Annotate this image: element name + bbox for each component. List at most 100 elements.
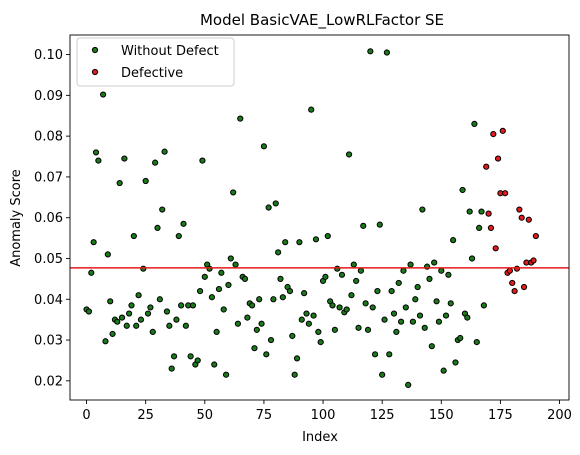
data-point-without-defect [107, 298, 114, 305]
data-point-without-defect [218, 269, 225, 276]
data-point-without-defect [208, 294, 215, 301]
data-point-without-defect [336, 304, 343, 311]
axis-ticks: 0 25 50 75 100 125 150 175 200 0.02 0.03 0.04 0.05 0.… [34, 48, 572, 423]
data-point-without-defect [100, 91, 107, 98]
data-point-without-defect [149, 328, 156, 335]
data-point-without-defect [386, 351, 393, 358]
data-point-without-defect [253, 326, 260, 333]
data-point-without-defect [170, 353, 178, 360]
data-point-without-defect [85, 308, 93, 315]
data-point-defective [520, 283, 528, 291]
data-point-without-defect [227, 255, 234, 262]
data-point-without-defect [362, 300, 369, 307]
x-tick-label: 75 [256, 408, 273, 423]
data-point-without-defect [435, 318, 443, 325]
chart-title: Model BasicVAE_LowRLFactor SE [200, 11, 444, 30]
x-tick-label: 175 [488, 408, 513, 423]
data-point-defective [530, 257, 537, 264]
data-point-without-defect [471, 120, 478, 128]
data-point-without-defect [409, 318, 417, 325]
data-point-without-defect [225, 281, 232, 289]
data-point-without-defect [104, 251, 111, 258]
data-point-without-defect [343, 306, 350, 313]
legend-label-defective: Defective [121, 66, 183, 81]
data-point-without-defect [211, 361, 218, 368]
data-point-without-defect [258, 320, 265, 327]
data-point-without-defect [466, 208, 473, 215]
data-point-without-defect [168, 365, 175, 372]
data-point-without-defect [459, 186, 466, 194]
data-point-defective [499, 127, 506, 134]
data-point-without-defect [442, 312, 450, 319]
data-point-without-defect [109, 330, 116, 338]
data-point-without-defect [260, 143, 268, 150]
data-point-without-defect [116, 179, 123, 187]
data-point-without-defect [166, 322, 173, 329]
data-point-without-defect [374, 288, 381, 295]
data-point-defective [490, 131, 497, 138]
data-point-without-defect [199, 157, 206, 164]
data-point-without-defect [397, 318, 405, 325]
data-point-without-defect [468, 255, 476, 262]
data-point-without-defect [360, 222, 367, 229]
data-point-without-defect [305, 320, 312, 327]
data-point-without-defect [152, 159, 159, 166]
x-tick-label: 100 [311, 408, 336, 423]
data-point-without-defect [369, 304, 376, 311]
data-point-without-defect [244, 314, 251, 321]
data-point-without-defect [201, 273, 208, 280]
data-point-without-defect [421, 324, 428, 331]
data-point-without-defect [440, 367, 447, 374]
data-point-without-defect [357, 267, 364, 274]
data-point-without-defect [445, 271, 452, 278]
data-point-without-defect [379, 371, 386, 378]
data-point-without-defect [312, 236, 320, 243]
legend-box [76, 37, 235, 87]
data-point-without-defect [126, 310, 133, 317]
data-point-without-defect [267, 336, 275, 344]
x-tick-label: 0 [82, 408, 90, 423]
legend-marker-without-defect [91, 46, 99, 54]
data-point-without-defect [182, 322, 189, 329]
data-point-without-defect [121, 155, 128, 162]
data-point-without-defect [414, 283, 421, 291]
y-axis-label: Anomaly Score [9, 169, 24, 267]
data-point-without-defect [367, 48, 374, 55]
data-point-without-defect [322, 273, 329, 280]
data-point-without-defect [114, 318, 121, 325]
y-tick-label: 0.10 [34, 48, 63, 63]
data-point-without-defect [419, 206, 426, 213]
data-point-without-defect [438, 267, 445, 274]
data-point-without-defect [388, 288, 395, 295]
data-point-without-defect [447, 300, 454, 307]
data-point-defective [509, 279, 516, 287]
data-point-without-defect [92, 149, 100, 156]
data-point-without-defect [215, 285, 223, 293]
data-point-defective [516, 206, 523, 213]
data-point-without-defect [159, 206, 166, 213]
data-point-without-defect [286, 288, 294, 295]
data-point-defective [532, 232, 539, 240]
legend-label-without-defect: Without Defect [121, 44, 219, 59]
data-points [83, 48, 539, 389]
x-axis-label: Index [302, 430, 338, 445]
data-point-without-defect [154, 224, 161, 231]
data-point-without-defect [476, 224, 483, 231]
data-point-without-defect [345, 151, 353, 158]
data-point-without-defect [90, 239, 97, 246]
data-point-without-defect [95, 157, 102, 164]
legend: Without Defect Defective [76, 37, 235, 87]
data-point-without-defect [173, 316, 180, 323]
data-point-without-defect [178, 302, 185, 309]
data-point-without-defect [400, 267, 407, 274]
data-point-without-defect [407, 261, 414, 268]
data-point-without-defect [118, 314, 126, 321]
data-point-without-defect [405, 381, 412, 389]
data-point-without-defect [279, 294, 286, 301]
data-point-without-defect [329, 302, 336, 309]
data-point-without-defect [275, 249, 282, 256]
legend-marker-defective [91, 68, 99, 76]
data-point-without-defect [428, 343, 435, 350]
data-point-without-defect [256, 296, 263, 303]
